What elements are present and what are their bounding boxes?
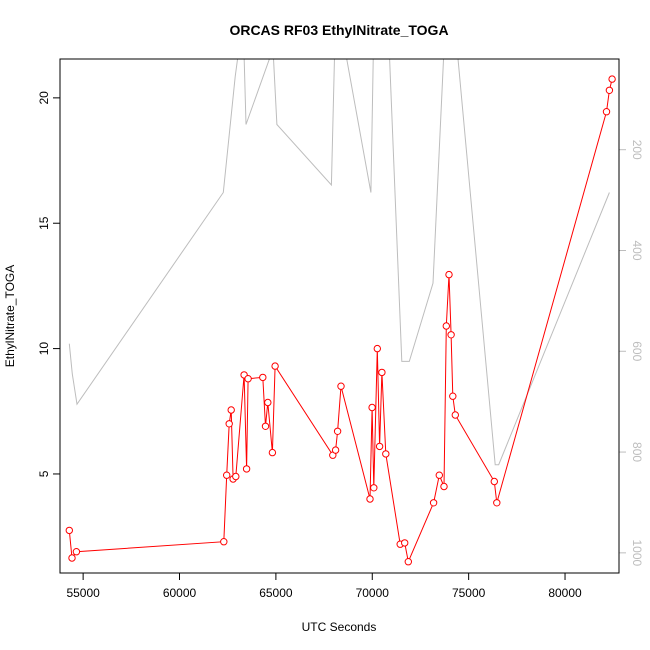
data-point — [401, 539, 409, 547]
y2-tick-label: 800 — [630, 442, 644, 462]
series-right-line — [68, 59, 610, 466]
x-tick-label: 70000 — [356, 586, 390, 600]
data-point — [429, 499, 438, 507]
data-point — [68, 554, 76, 562]
y-axis-label: EthylNitrate_TOGA — [3, 265, 17, 367]
series-layer — [65, 59, 616, 566]
data-point — [404, 558, 412, 566]
x-axis-label: UTC Seconds — [302, 620, 377, 634]
data-point — [440, 482, 448, 491]
data-point — [242, 465, 251, 473]
data-point — [259, 373, 267, 382]
data-point — [447, 331, 455, 339]
x-tick-label: 65000 — [259, 586, 293, 600]
y-tick-label: 15 — [37, 216, 51, 230]
data-point — [268, 448, 277, 457]
data-point — [337, 382, 345, 390]
data-point — [493, 499, 501, 507]
data-point — [220, 538, 228, 546]
data-point — [264, 398, 272, 407]
data-point — [445, 270, 453, 279]
x-tick-label: 55000 — [66, 586, 100, 600]
data-point — [373, 344, 381, 353]
data-point — [449, 392, 457, 400]
series-main-line — [68, 78, 613, 564]
y2-tick-label: 200 — [630, 140, 644, 160]
chart-title: ORCAS RF03 EthylNitrate_TOGA — [229, 22, 448, 38]
data-point — [375, 442, 384, 451]
data-point — [451, 411, 459, 419]
x-tick-label: 60000 — [163, 586, 197, 600]
data-point — [333, 427, 342, 435]
data-point — [232, 472, 240, 481]
data-point — [227, 406, 235, 414]
y2-tick-label: 1000 — [630, 539, 644, 566]
data-point — [602, 108, 611, 116]
data-point — [244, 375, 252, 383]
y-tick-label: 5 — [37, 470, 51, 477]
data-point — [72, 548, 81, 556]
data-point — [223, 471, 231, 479]
data-point — [261, 422, 270, 430]
data-point — [608, 75, 616, 83]
y-axis-left: 5 10 15 20 — [37, 91, 61, 477]
data-point — [368, 403, 376, 412]
data-point — [331, 446, 340, 454]
data-point — [435, 471, 443, 479]
data-point — [605, 86, 614, 95]
x-axis: 55000 60000 65000 70000 75000 80000 — [66, 572, 582, 600]
y-axis-right: 200 400 600 800 1000 — [618, 140, 644, 567]
data-point — [442, 322, 450, 330]
data-point — [271, 362, 279, 370]
data-point — [378, 368, 386, 377]
y2-tick-label: 400 — [630, 240, 644, 260]
x-tick-label: 75000 — [452, 586, 486, 600]
data-point — [490, 477, 498, 486]
y2-tick-label: 600 — [630, 341, 644, 361]
x-tick-label: 80000 — [548, 586, 582, 600]
y-tick-label: 20 — [37, 91, 51, 105]
data-point — [225, 420, 233, 428]
data-point — [370, 484, 378, 492]
y-tick-label: 10 — [37, 342, 51, 356]
data-point — [366, 495, 374, 503]
data-point — [65, 526, 74, 535]
plot-frame — [59, 58, 620, 574]
data-point — [382, 450, 390, 458]
